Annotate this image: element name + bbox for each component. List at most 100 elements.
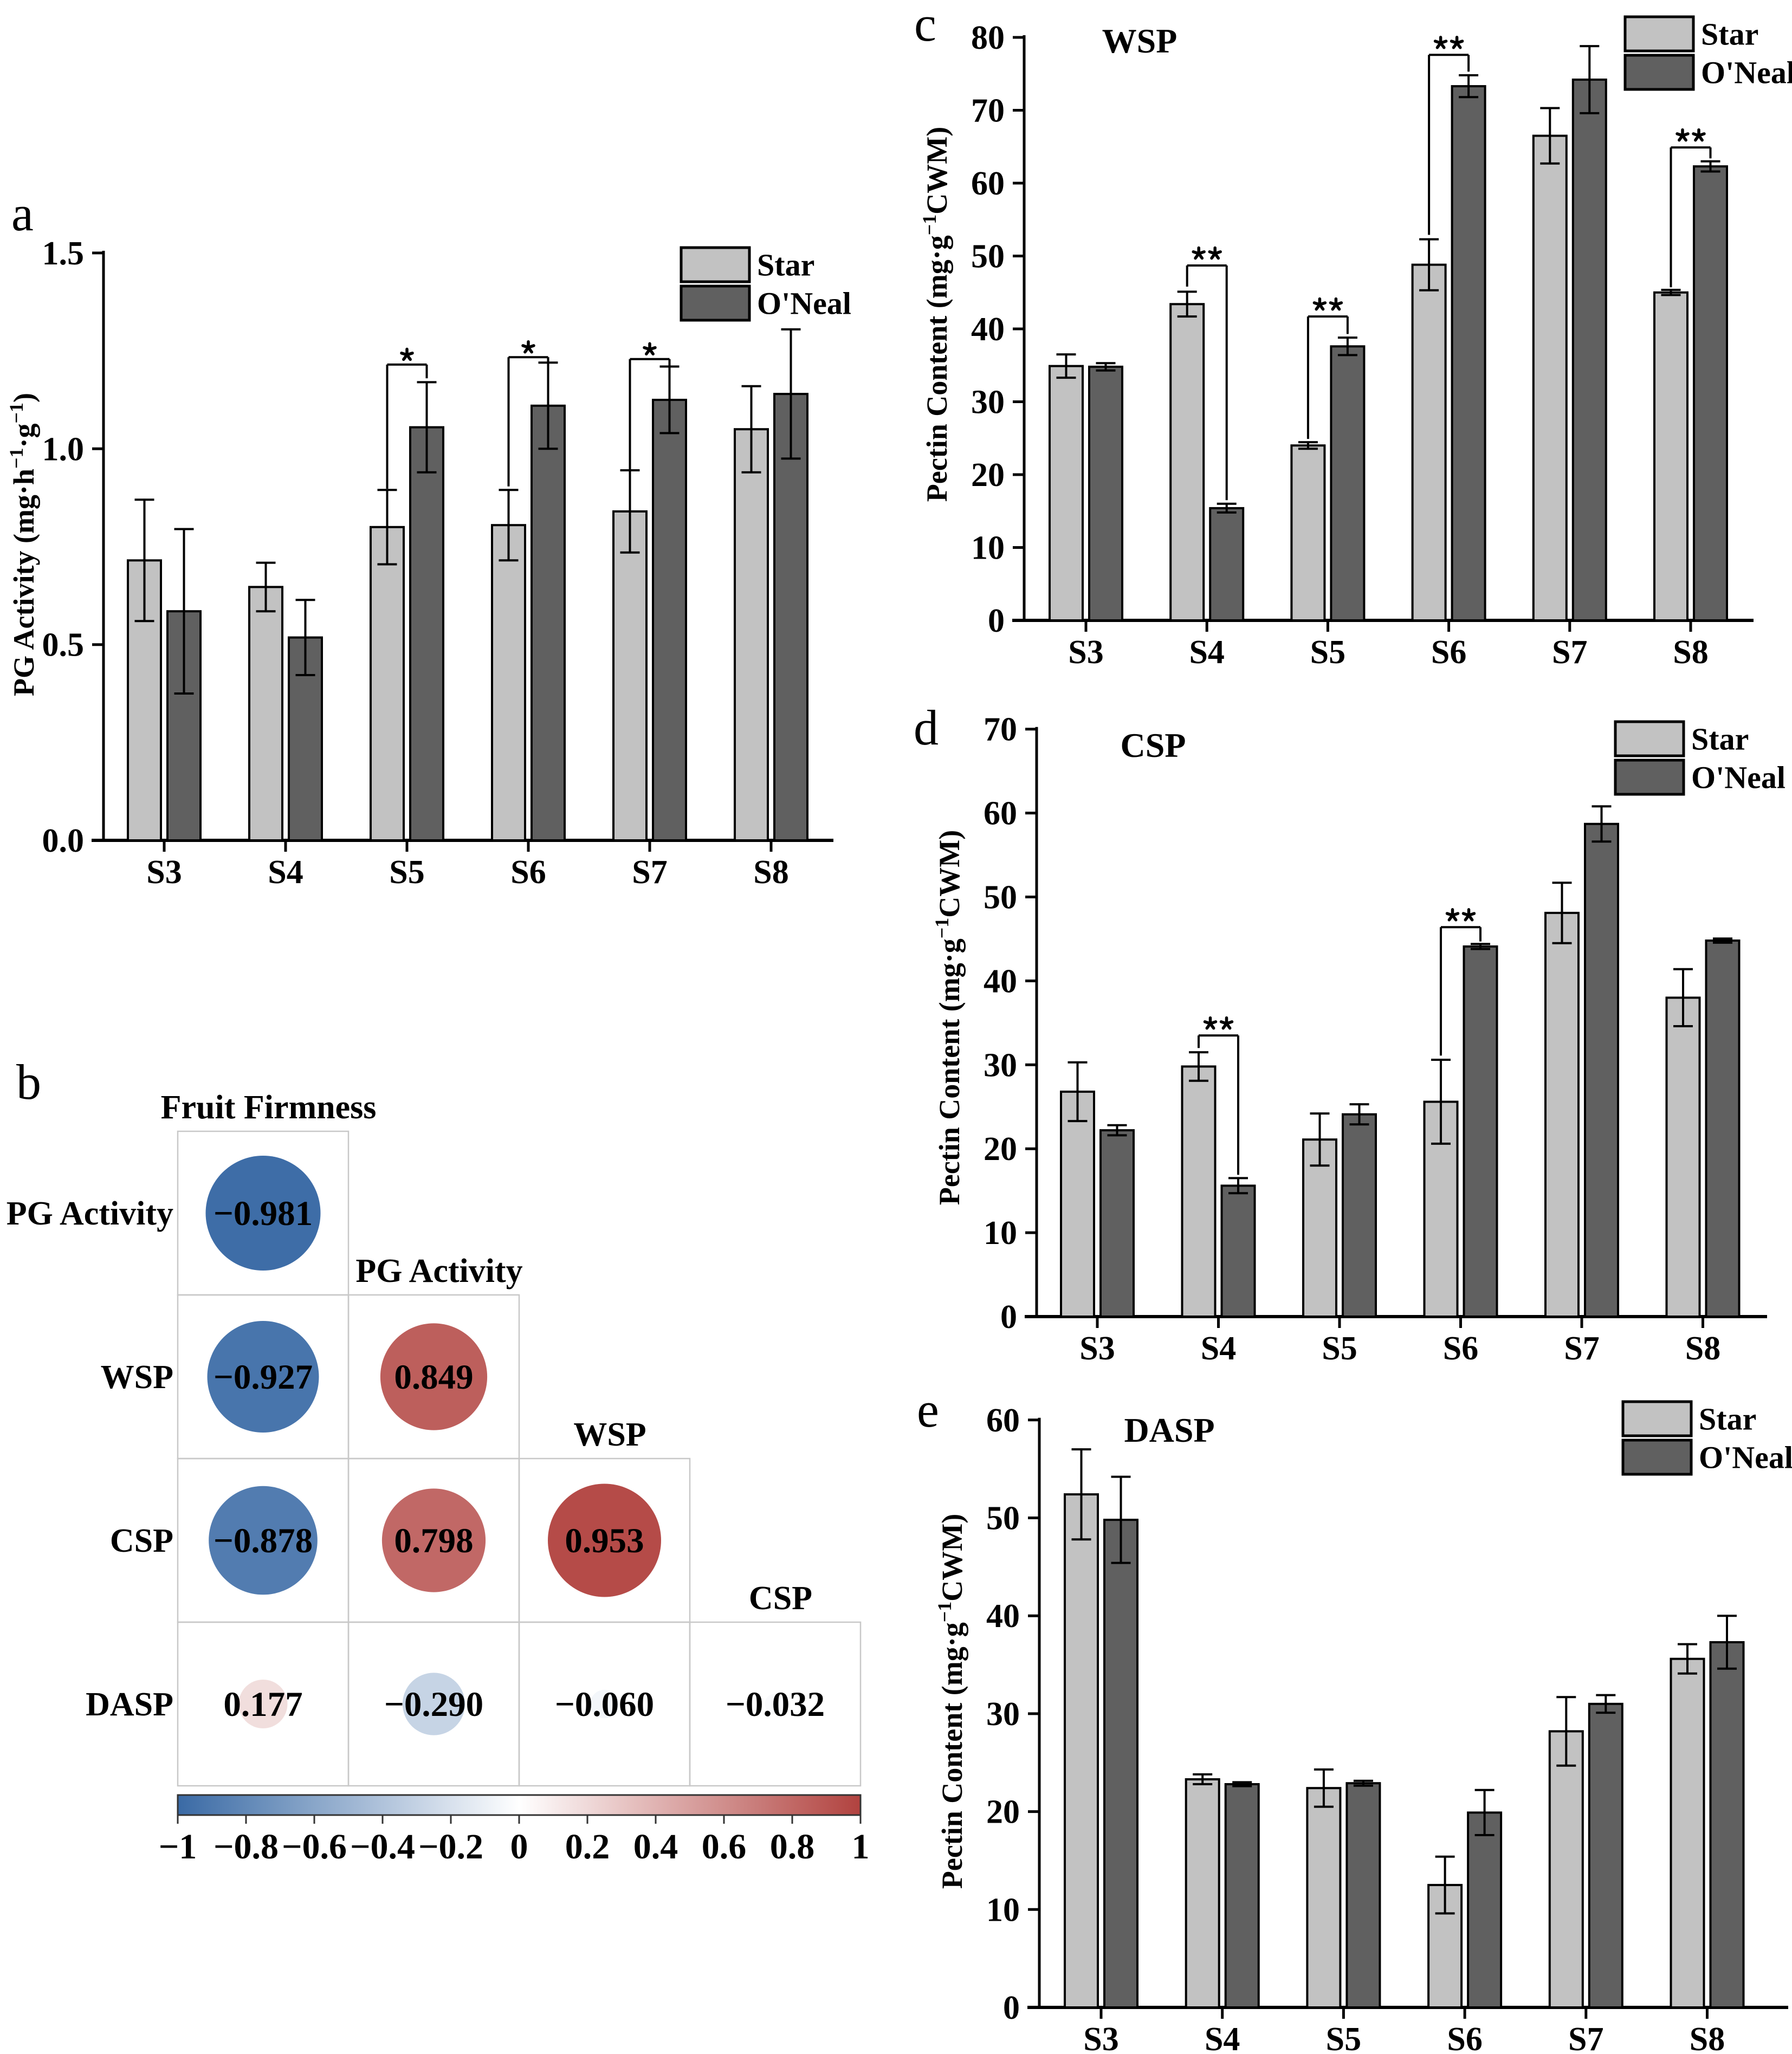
svg-text:0: 0 [1003,1990,1020,2026]
svg-text:e: e [917,1382,939,1437]
svg-text:S5: S5 [1322,1330,1357,1367]
svg-text:0: 0 [988,602,1005,639]
svg-text:−0.878: −0.878 [214,1521,313,1560]
svg-text:Star: Star [1691,722,1749,757]
svg-text:Pectin Content (mg·g−1CWM): Pectin Content (mg·g−1CWM) [934,1514,968,1889]
svg-text:b: b [16,1054,41,1110]
svg-text:0.953: 0.953 [565,1521,644,1560]
svg-text:1.0: 1.0 [42,431,85,468]
svg-text:−1: −1 [159,1827,197,1867]
svg-text:c: c [914,0,936,51]
svg-text:Fruit Firmness: Fruit Firmness [161,1089,377,1126]
svg-text:S4: S4 [1201,1330,1236,1367]
svg-text:40: 40 [986,1598,1020,1635]
svg-text:PG Activity (mg·h−1·g−1): PG Activity (mg·h−1·g−1) [5,393,40,696]
svg-text:O'Neal: O'Neal [1701,55,1792,90]
svg-text:70: 70 [971,93,1005,129]
svg-text:CSP: CSP [110,1522,173,1559]
svg-text:0.798: 0.798 [394,1521,473,1560]
svg-text:−0.060: −0.060 [555,1685,654,1724]
svg-text:−0.6: −0.6 [282,1827,347,1867]
svg-text:30: 30 [986,1696,1020,1733]
svg-text:50: 50 [986,1500,1020,1537]
svg-text:0.849: 0.849 [394,1358,473,1397]
svg-text:S8: S8 [1685,1330,1720,1367]
svg-text:30: 30 [984,1047,1017,1084]
svg-text:−0.927: −0.927 [214,1358,313,1397]
svg-text:S4: S4 [1189,634,1224,671]
svg-text:O'Neal: O'Neal [757,286,851,321]
svg-text:WSP: WSP [101,1359,173,1396]
svg-text:S3: S3 [1068,634,1103,671]
svg-text:60: 60 [984,795,1017,832]
svg-text:0: 0 [510,1827,528,1867]
svg-text:S8: S8 [1690,2021,1725,2054]
svg-text:−0.2: −0.2 [418,1827,483,1867]
svg-text:S8: S8 [753,854,788,891]
svg-text:Star: Star [1701,17,1758,52]
svg-text:10: 10 [984,1215,1017,1252]
svg-text:−0.8: −0.8 [214,1827,279,1867]
svg-text:50: 50 [971,238,1005,275]
svg-text:S7: S7 [1564,1330,1599,1367]
svg-text:0: 0 [1000,1299,1017,1336]
svg-text:1.5: 1.5 [42,235,85,272]
svg-text:1: 1 [852,1827,870,1867]
svg-text:S6: S6 [1443,1330,1478,1367]
svg-text:CSP: CSP [749,1580,812,1617]
svg-text:a: a [11,186,34,241]
svg-text:20: 20 [971,457,1005,494]
svg-text:0.2: 0.2 [565,1827,610,1867]
svg-text:S5: S5 [389,854,424,891]
svg-text:0.8: 0.8 [770,1827,815,1867]
svg-text:10: 10 [971,530,1005,567]
svg-text:S7: S7 [632,854,667,891]
svg-text:−0.290: −0.290 [384,1685,483,1724]
svg-text:S4: S4 [268,854,303,891]
svg-text:PG Activity: PG Activity [7,1195,173,1232]
svg-text:−0.981: −0.981 [214,1194,313,1233]
svg-text:O'Neal: O'Neal [1699,1440,1792,1475]
svg-text:d: d [914,700,939,755]
svg-text:S6: S6 [1447,2021,1482,2054]
svg-text:0.4: 0.4 [633,1827,678,1867]
svg-text:PG Activity: PG Activity [355,1253,522,1290]
svg-text:S4: S4 [1205,2021,1240,2054]
svg-text:50: 50 [984,879,1017,916]
svg-text:S8: S8 [1673,634,1708,671]
svg-text:30: 30 [971,384,1005,421]
svg-text:40: 40 [984,963,1017,1000]
svg-text:S5: S5 [1310,634,1345,671]
svg-text:WSP: WSP [573,1416,646,1453]
svg-text:0.5: 0.5 [42,627,85,664]
svg-text:S3: S3 [1079,1330,1115,1367]
svg-text:70: 70 [984,711,1017,748]
svg-text:S3: S3 [1083,2021,1118,2054]
svg-text:0.0: 0.0 [42,822,85,859]
svg-text:Star: Star [757,248,814,283]
svg-text:S6: S6 [1431,634,1466,671]
svg-text:DASP: DASP [86,1686,173,1723]
svg-text:CSP: CSP [1121,726,1186,764]
svg-text:S3: S3 [146,854,182,891]
svg-text:20: 20 [984,1131,1017,1168]
svg-text:80: 80 [971,20,1005,56]
svg-text:0.6: 0.6 [702,1827,747,1867]
svg-text:−0.4: −0.4 [350,1827,415,1867]
svg-text:60: 60 [971,165,1005,202]
svg-text:Star: Star [1699,1402,1756,1437]
svg-text:40: 40 [971,311,1005,348]
svg-text:Pectin Content (mg·g−1CWM): Pectin Content (mg·g−1CWM) [918,127,953,502]
svg-text:WSP: WSP [1102,22,1178,60]
svg-text:S6: S6 [510,854,546,891]
svg-text:Pectin Content (mg·g−1CWM): Pectin Content (mg·g−1CWM) [931,830,966,1205]
svg-text:S7: S7 [1552,634,1587,671]
svg-text:−0.032: −0.032 [726,1685,825,1724]
svg-text:0.177: 0.177 [223,1685,302,1724]
svg-text:S7: S7 [1568,2021,1603,2054]
svg-text:S5: S5 [1326,2021,1361,2054]
svg-text:O'Neal: O'Neal [1691,760,1785,795]
svg-text:60: 60 [986,1402,1020,1439]
svg-text:20: 20 [986,1794,1020,1831]
svg-text:10: 10 [986,1891,1020,1928]
